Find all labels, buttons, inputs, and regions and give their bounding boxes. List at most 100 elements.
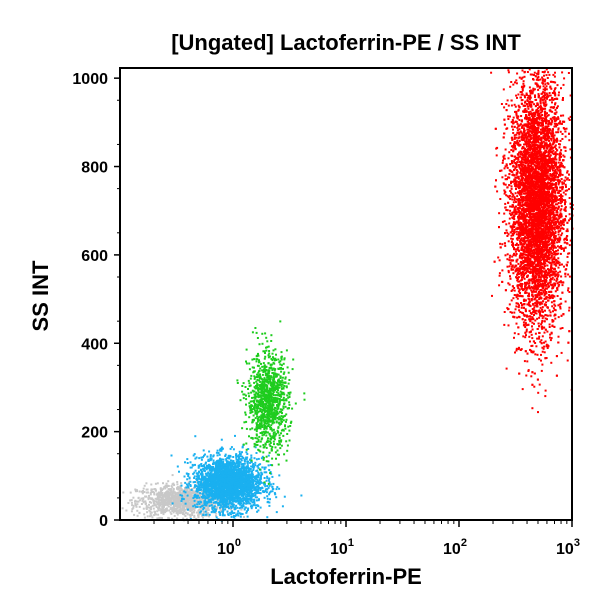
data-point <box>190 494 193 497</box>
data-point <box>203 454 205 457</box>
data-point <box>288 439 291 442</box>
data-point <box>222 486 225 489</box>
data-point <box>194 457 197 460</box>
data-point <box>219 514 222 516</box>
data-point <box>287 392 290 394</box>
data-point <box>159 516 162 519</box>
data-point <box>229 497 232 500</box>
data-point <box>263 426 266 429</box>
data-point <box>254 464 257 467</box>
data-point <box>273 435 275 438</box>
data-point <box>253 381 256 384</box>
data-point <box>180 482 183 485</box>
data-point <box>238 490 241 493</box>
data-point <box>249 407 252 410</box>
data-point <box>257 467 260 470</box>
data-point <box>288 401 291 404</box>
data-point <box>184 515 187 517</box>
data-point <box>266 416 269 419</box>
data-point <box>158 503 161 506</box>
data-point <box>248 382 251 385</box>
data-point <box>242 466 245 468</box>
data-point <box>283 384 286 387</box>
data-point <box>228 499 231 502</box>
data-point <box>243 486 245 489</box>
data-point <box>158 491 160 494</box>
data-point <box>238 464 241 467</box>
data-point <box>254 411 257 414</box>
data-point <box>279 375 282 378</box>
data-point <box>218 461 221 464</box>
data-point <box>209 499 212 502</box>
data-point <box>258 449 261 452</box>
data-point <box>179 489 182 492</box>
data-point <box>172 499 175 502</box>
data-point <box>285 399 288 402</box>
data-point <box>198 498 201 500</box>
data-point <box>279 381 282 384</box>
data-point <box>225 466 228 469</box>
data-point <box>283 495 286 498</box>
data-point <box>171 517 174 520</box>
data-point <box>254 461 257 464</box>
data-point <box>245 511 248 514</box>
data-point <box>228 477 231 480</box>
data-point <box>200 463 203 465</box>
data-point <box>231 491 233 494</box>
data-point <box>252 500 255 503</box>
data-point <box>257 374 260 377</box>
data-point <box>257 410 260 413</box>
data-point <box>248 362 251 365</box>
data-point <box>237 501 240 504</box>
data-point <box>269 406 272 409</box>
data-point <box>168 501 171 504</box>
data-point <box>221 479 224 482</box>
data-point <box>238 480 241 483</box>
data-point <box>245 471 248 474</box>
data-point <box>217 463 220 465</box>
data-point <box>233 511 236 514</box>
data-point <box>252 418 255 421</box>
data-point <box>260 425 263 428</box>
data-point <box>282 387 285 390</box>
data-point <box>264 370 267 373</box>
data-point <box>224 455 227 457</box>
data-point <box>265 346 267 349</box>
data-point <box>274 368 277 371</box>
data-point <box>269 366 272 369</box>
data-point <box>274 375 277 378</box>
data-point <box>171 502 174 505</box>
data-point <box>265 399 268 402</box>
data-point <box>181 490 184 493</box>
data-point <box>138 499 141 502</box>
data-point <box>263 384 266 387</box>
data-point <box>164 500 167 503</box>
data-point <box>191 512 194 515</box>
data-point <box>257 474 259 477</box>
data-point <box>236 506 239 509</box>
data-point <box>153 493 156 496</box>
data-point <box>258 379 261 382</box>
data-point <box>277 386 280 389</box>
data-point <box>179 506 182 509</box>
data-point <box>269 413 272 415</box>
data-point <box>270 447 273 450</box>
data-point <box>193 475 196 478</box>
data-point <box>143 516 146 519</box>
data-point <box>186 458 189 461</box>
data-point <box>242 505 245 507</box>
data-point <box>277 463 280 466</box>
data-point <box>221 506 224 509</box>
data-point <box>253 366 255 369</box>
data-point <box>270 394 273 397</box>
data-point <box>159 488 162 491</box>
data-point <box>197 476 200 479</box>
data-point <box>197 516 200 519</box>
data-point <box>270 472 273 475</box>
data-point <box>280 357 283 360</box>
data-point <box>268 504 271 507</box>
data-point <box>254 397 257 400</box>
data-point <box>257 476 260 479</box>
data-point <box>163 498 166 501</box>
data-point <box>209 488 212 491</box>
